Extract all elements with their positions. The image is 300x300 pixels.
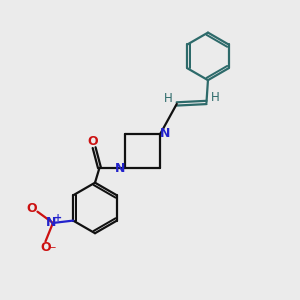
Text: N: N (46, 217, 57, 230)
Text: H: H (164, 92, 173, 105)
Text: +: + (54, 213, 62, 223)
Text: H: H (211, 91, 220, 103)
Text: N: N (160, 127, 171, 140)
Text: −: − (48, 243, 56, 253)
Text: O: O (40, 242, 51, 254)
Text: O: O (87, 135, 98, 148)
Text: O: O (27, 202, 38, 215)
Text: N: N (115, 162, 125, 175)
